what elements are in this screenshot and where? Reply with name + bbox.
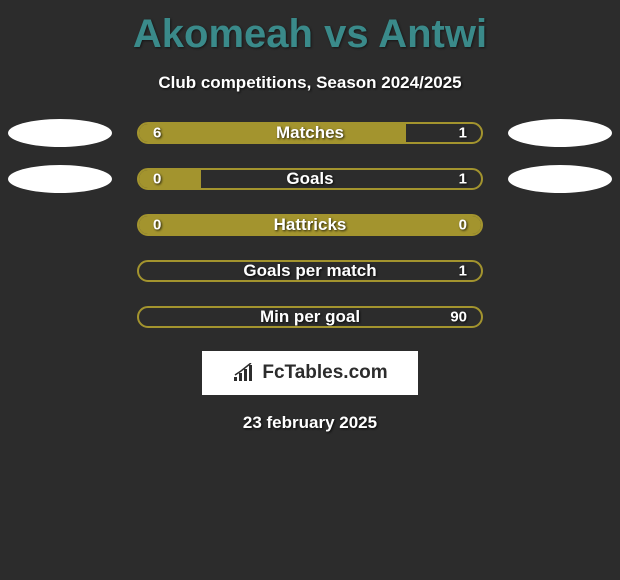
comparison-chart: Matches 6 1 Goals 0 1 Hattricks 0 0 Goals per mat…	[0, 121, 620, 329]
stat-label: Goals per match	[243, 261, 376, 281]
comparison-row: Hattricks 0 0	[0, 213, 620, 237]
stat-bar: Goals 0 1	[137, 168, 483, 190]
stat-bar: Goals per match 1	[137, 260, 483, 282]
subtitle: Club competitions, Season 2024/2025	[0, 73, 620, 93]
player-right-marker	[508, 165, 612, 193]
stat-label: Goals	[286, 169, 333, 189]
player-left-marker	[8, 165, 112, 193]
stat-bar: Matches 6 1	[137, 122, 483, 144]
logo-box: FcTables.com	[202, 351, 418, 395]
stat-bar: Hattricks 0 0	[137, 214, 483, 236]
stat-bar: Min per goal 90	[137, 306, 483, 328]
bar-left-fill	[139, 124, 406, 142]
comparison-row: Goals 0 1	[0, 167, 620, 191]
page-title: Akomeah vs Antwi	[0, 0, 620, 57]
comparison-row: Matches 6 1	[0, 121, 620, 145]
bar-right-fill	[406, 124, 481, 142]
value-right: 0	[459, 217, 467, 234]
value-left: 6	[153, 125, 161, 142]
player-left-marker	[8, 119, 112, 147]
stat-label: Min per goal	[260, 307, 360, 327]
value-right: 90	[450, 309, 467, 326]
comparison-row: Goals per match 1	[0, 259, 620, 283]
bar-right-fill	[201, 170, 481, 188]
value-right: 1	[459, 125, 467, 142]
date-label: 23 february 2025	[0, 413, 620, 433]
bar-left-fill	[139, 170, 201, 188]
stat-label: Hattricks	[274, 215, 347, 235]
value-right: 1	[459, 263, 467, 280]
value-left: 0	[153, 171, 161, 188]
logo-label: FcTables.com	[262, 362, 387, 384]
player-right-marker	[508, 119, 612, 147]
value-right: 1	[459, 171, 467, 188]
logo: FcTables.com	[232, 362, 387, 384]
chart-icon	[232, 363, 256, 383]
comparison-row: Min per goal 90	[0, 305, 620, 329]
stat-label: Matches	[276, 123, 344, 143]
value-left: 0	[153, 217, 161, 234]
